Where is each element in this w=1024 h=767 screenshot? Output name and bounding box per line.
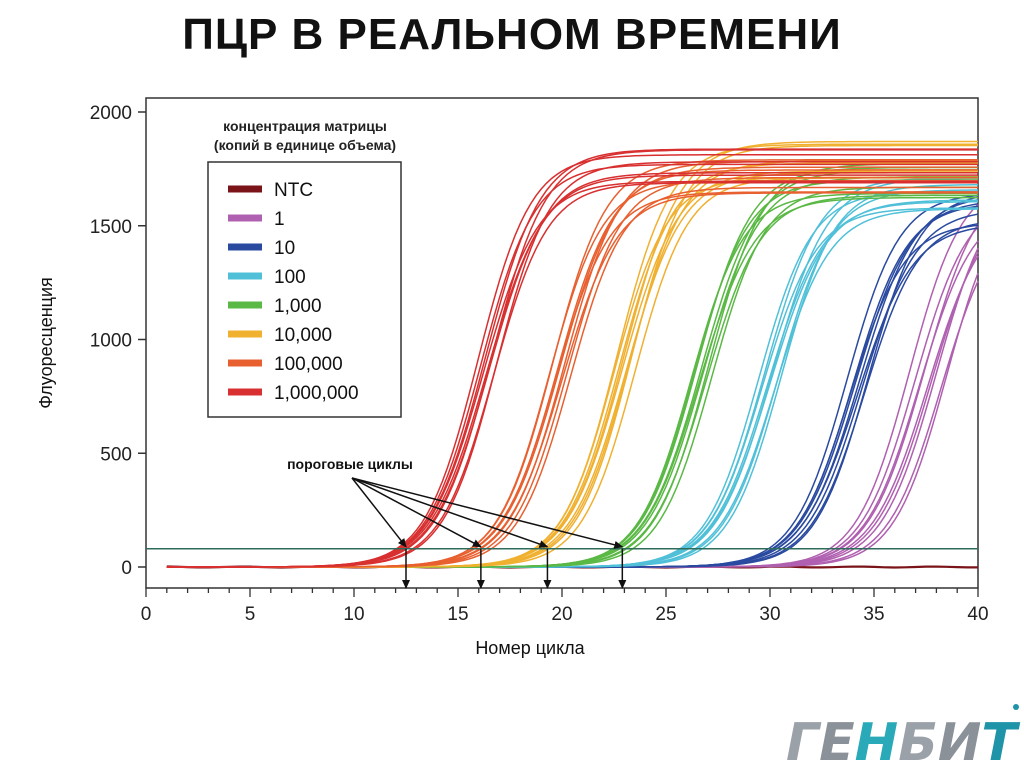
x-tick-label-5: 5 <box>245 604 256 625</box>
legend: концентрация матрицы (копий в единице об… <box>207 118 402 418</box>
legend-title-line-1: концентрация матрицы <box>223 118 387 134</box>
y-tick-label-1500: 1500 <box>90 217 132 238</box>
annotation-arrows <box>351 477 627 589</box>
y-tick-label-1000: 1000 <box>90 331 132 352</box>
legend-title-line-2: (копий в единице объема) <box>214 137 396 153</box>
y-tick-label-2000: 2000 <box>90 103 132 124</box>
y-axis-title: Флуоресценция <box>36 277 56 409</box>
x-tick-label-0: 0 <box>141 604 152 625</box>
annotation-arrow-1 <box>351 477 482 548</box>
annotation-arrow-2 <box>351 477 549 548</box>
series-1,000,000 <box>166 148 978 568</box>
x-tick-label-35: 35 <box>863 604 884 625</box>
y-axis: 0 500 1000 1500 2000 <box>90 103 146 579</box>
y-tick-label-500: 500 <box>100 444 132 465</box>
legend-label-1: 1 <box>274 209 285 230</box>
curve-1,000,000-8 <box>166 161 978 568</box>
slide-title: ПЦР В РЕАЛЬНОМ ВРЕМЕНИ <box>182 10 842 59</box>
legend-label-1,000: 1,000 <box>274 296 322 317</box>
x-tick-label-25: 25 <box>655 604 676 625</box>
curves-layer <box>166 140 979 569</box>
legend-label-10,000: 10,000 <box>274 325 332 346</box>
legend-label-1,000,000: 1,000,000 <box>274 383 359 404</box>
legend-entries: NTC 1 10 100 1,000 10,000 100,000 1,000,000 <box>228 180 359 404</box>
x-tick-label-15: 15 <box>447 604 468 625</box>
legend-box <box>207 161 402 418</box>
x-axis: 0 5 10 15 20 25 30 35 40 <box>141 588 989 625</box>
annotation-arrow-0 <box>351 477 407 548</box>
legend-label-100,000: 100,000 <box>274 354 343 375</box>
logo-text: ГЕНБИТ <box>786 713 1020 767</box>
legend-label-100: 100 <box>274 267 306 288</box>
x-tick-label-40: 40 <box>967 604 988 625</box>
x-tick-label-20: 20 <box>551 604 572 625</box>
legend-label-10: 10 <box>274 238 295 259</box>
x-tick-label-30: 30 <box>759 604 780 625</box>
x-tick-label-10: 10 <box>343 604 364 625</box>
x-axis-title: Номер цикла <box>475 638 585 658</box>
logo-dot-icon <box>1013 704 1019 710</box>
threshold-annotation: пороговые циклы <box>287 456 627 589</box>
annotation-label: пороговые циклы <box>287 456 413 472</box>
y-tick-label-0: 0 <box>121 558 132 579</box>
legend-label-NTC: NTC <box>274 180 313 201</box>
annotation-arrow-3 <box>351 477 624 549</box>
company-logo: ГЕНБИТ <box>786 704 1020 767</box>
